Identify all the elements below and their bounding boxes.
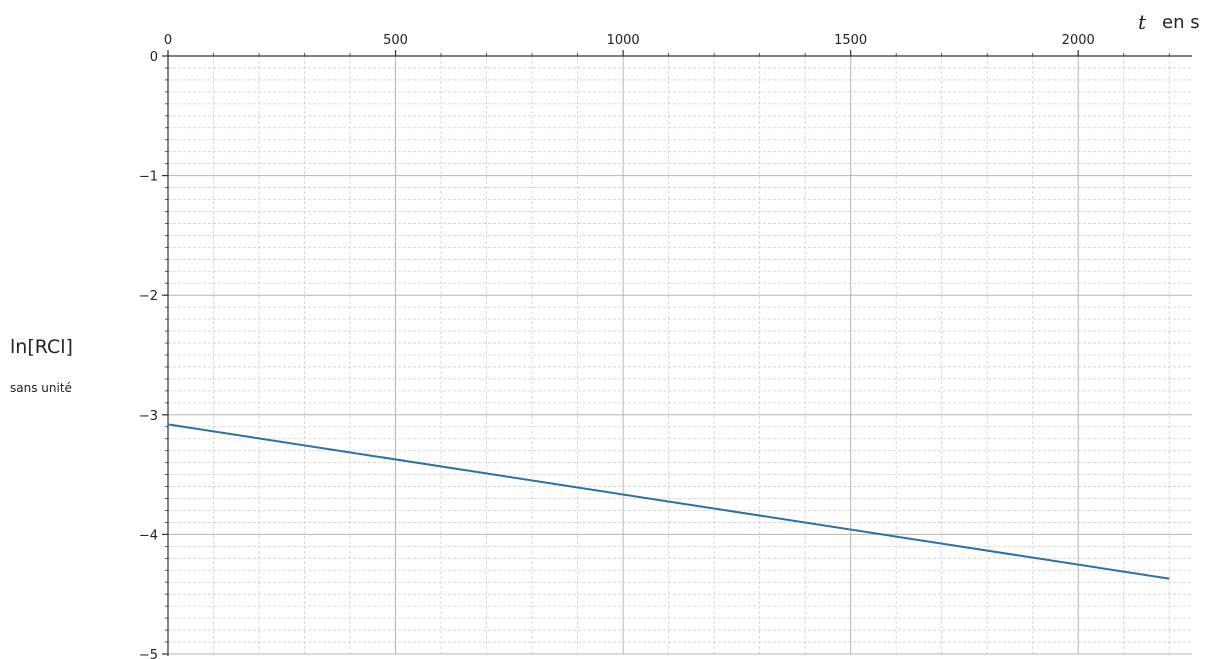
y-axis-unit: sans unité: [10, 381, 72, 395]
y-tick-label: −4: [139, 528, 158, 543]
series-layer: [167, 423, 1170, 580]
x-tick-label: 500: [383, 33, 408, 48]
y-tick-label: −2: [139, 289, 158, 304]
series-line: [167, 423, 1170, 580]
x-tick-label: 1000: [607, 33, 640, 48]
x-axis-variable: t: [1138, 10, 1147, 34]
x-tick-label: 1500: [834, 33, 867, 48]
x-axis-unit: en s: [1162, 12, 1200, 33]
y-axis-label: ln[RCl]: [10, 336, 73, 358]
x-tick-label: 0: [164, 33, 172, 48]
minor-grid: [168, 56, 1192, 654]
y-tick-label: 0: [150, 50, 158, 65]
x-tick-label: 2000: [1062, 33, 1095, 48]
y-tick-label: −5: [139, 648, 158, 659]
axes: [162, 50, 1192, 656]
y-tick-label: −3: [139, 409, 158, 424]
tick-labels: 0 500 1000 1500 2000 0 −1 −2 −3 −4 −5: [139, 33, 1095, 659]
y-tick-label: −1: [139, 170, 158, 185]
